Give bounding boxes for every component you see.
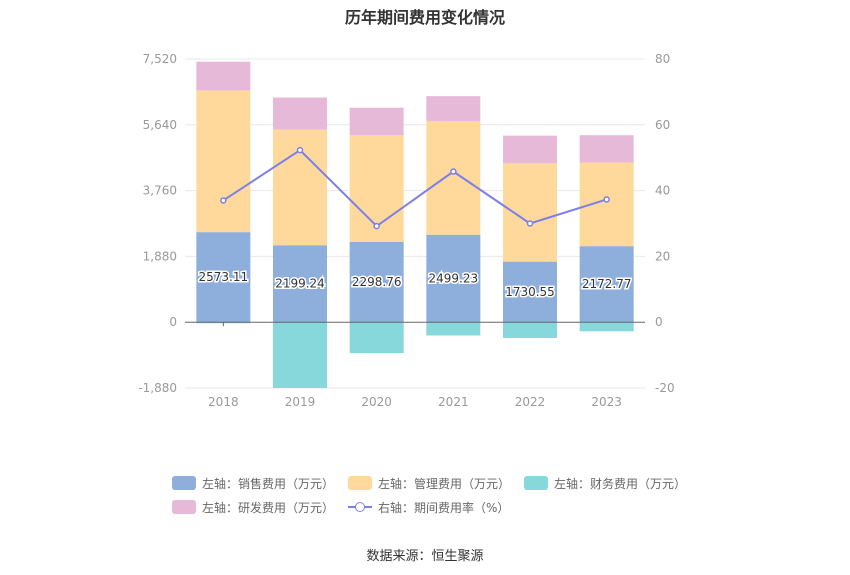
bar-rd [273,97,327,130]
x-axis-tick-label: 2018 [208,395,239,409]
data-label-sales: 2499.23 [429,271,479,285]
point-rate [296,146,304,154]
legend-item-sales[interactable]: 左轴：销售费用（万元） [172,475,334,492]
legend-item-finance[interactable]: 左轴：财务费用（万元） [524,475,686,492]
bar-rd [503,135,557,164]
left-axis-tick-label: 3,760 [143,184,177,198]
legend-label-rd: 左轴：研发费用（万元） [202,500,335,515]
bar-admin [426,120,481,235]
point-rate [603,196,610,203]
bar-sales [273,245,327,323]
point-rate [373,222,380,230]
legend-label-finance: 左轴：财务费用（万元） [554,476,687,491]
bar-finance [426,322,481,336]
legend-item-rate[interactable]: 右轴：期间费用率（%） [348,499,509,516]
bar-finance [273,322,327,388]
bar-sales [196,232,251,323]
right-axis-tick-label: 0 [655,315,663,329]
bar-finance [503,322,557,338]
bar-sales [579,246,634,323]
chart-plot: -1,880 0 1,880 3,760 5,640 7,520 -20 0 20 40 60 80 2… [138,52,675,409]
bar-finance [349,322,404,353]
legend-item-rd[interactable]: 左轴：研发费用（万元） [172,499,334,516]
bar-sales [349,241,404,323]
data-label-sales: 2573.11 [199,270,249,284]
bar-admin [579,162,634,247]
bar-rd [426,96,481,121]
bar-sales [426,234,481,323]
data-label-sales: 2199.24 [275,277,325,291]
left-axis-tick-label: 1,880 [143,249,177,263]
bar-rd [349,107,404,135]
bar-rd [579,135,634,163]
bar-admin [503,163,557,262]
x-axis-tick-label: 2020 [361,395,392,409]
x-axis-tick-label: 2023 [591,395,622,409]
x-axis-tick-label: 2019 [285,395,316,409]
left-axis-tick-label: 0 [169,315,177,329]
point-rate [450,168,457,175]
left-axis-tick-label: 7,520 [143,52,177,66]
legend-item-admin[interactable]: 左轴：管理费用（万元） [348,475,510,492]
right-axis-tick-label: 80 [655,52,670,66]
chart-legend: 左轴：销售费用（万元） 左轴：管理费用（万元） 左轴：财务费用（万元） 左轴：研… [172,472,692,520]
bar-sales [503,261,557,323]
point-rate [526,220,534,227]
left-axis-tick-label: -1,880 [138,381,177,395]
right-axis-tick-label: -20 [655,381,675,395]
right-axis-tick-label: 40 [655,184,670,198]
legend-swatch-admin [348,476,373,490]
legend-label-rate: 右轴：期间费用率（%） [378,500,510,515]
legend-label-admin: 左轴：管理费用（万元） [378,476,511,491]
data-label-sales: 2172.77 [582,277,632,291]
data-source: 数据来源：恒生聚源 [366,549,484,564]
legend-swatch-rate [348,500,373,514]
bar-rd [196,61,251,91]
legend-swatch-rd [172,500,196,514]
x-axis-tick-label: 2021 [438,395,469,409]
chart-title: 历年期间费用变化情况 [344,8,505,27]
bar-admin [196,90,251,233]
line-rate [222,148,607,228]
data-label-sales: 1730.55 [505,285,555,299]
legend-swatch-sales [172,476,196,490]
left-axis-tick-label: 5,640 [143,118,177,132]
legend-swatch-finance [524,476,549,490]
bar-finance [579,322,634,332]
legend-label-sales: 左轴：销售费用（万元） [202,476,335,491]
data-label-sales: 2298.76 [352,275,402,289]
point-rate [220,197,227,204]
x-axis-tick-label: 2022 [515,395,546,409]
right-axis-tick-label: 20 [655,249,670,263]
right-axis-tick-label: 60 [655,118,670,132]
